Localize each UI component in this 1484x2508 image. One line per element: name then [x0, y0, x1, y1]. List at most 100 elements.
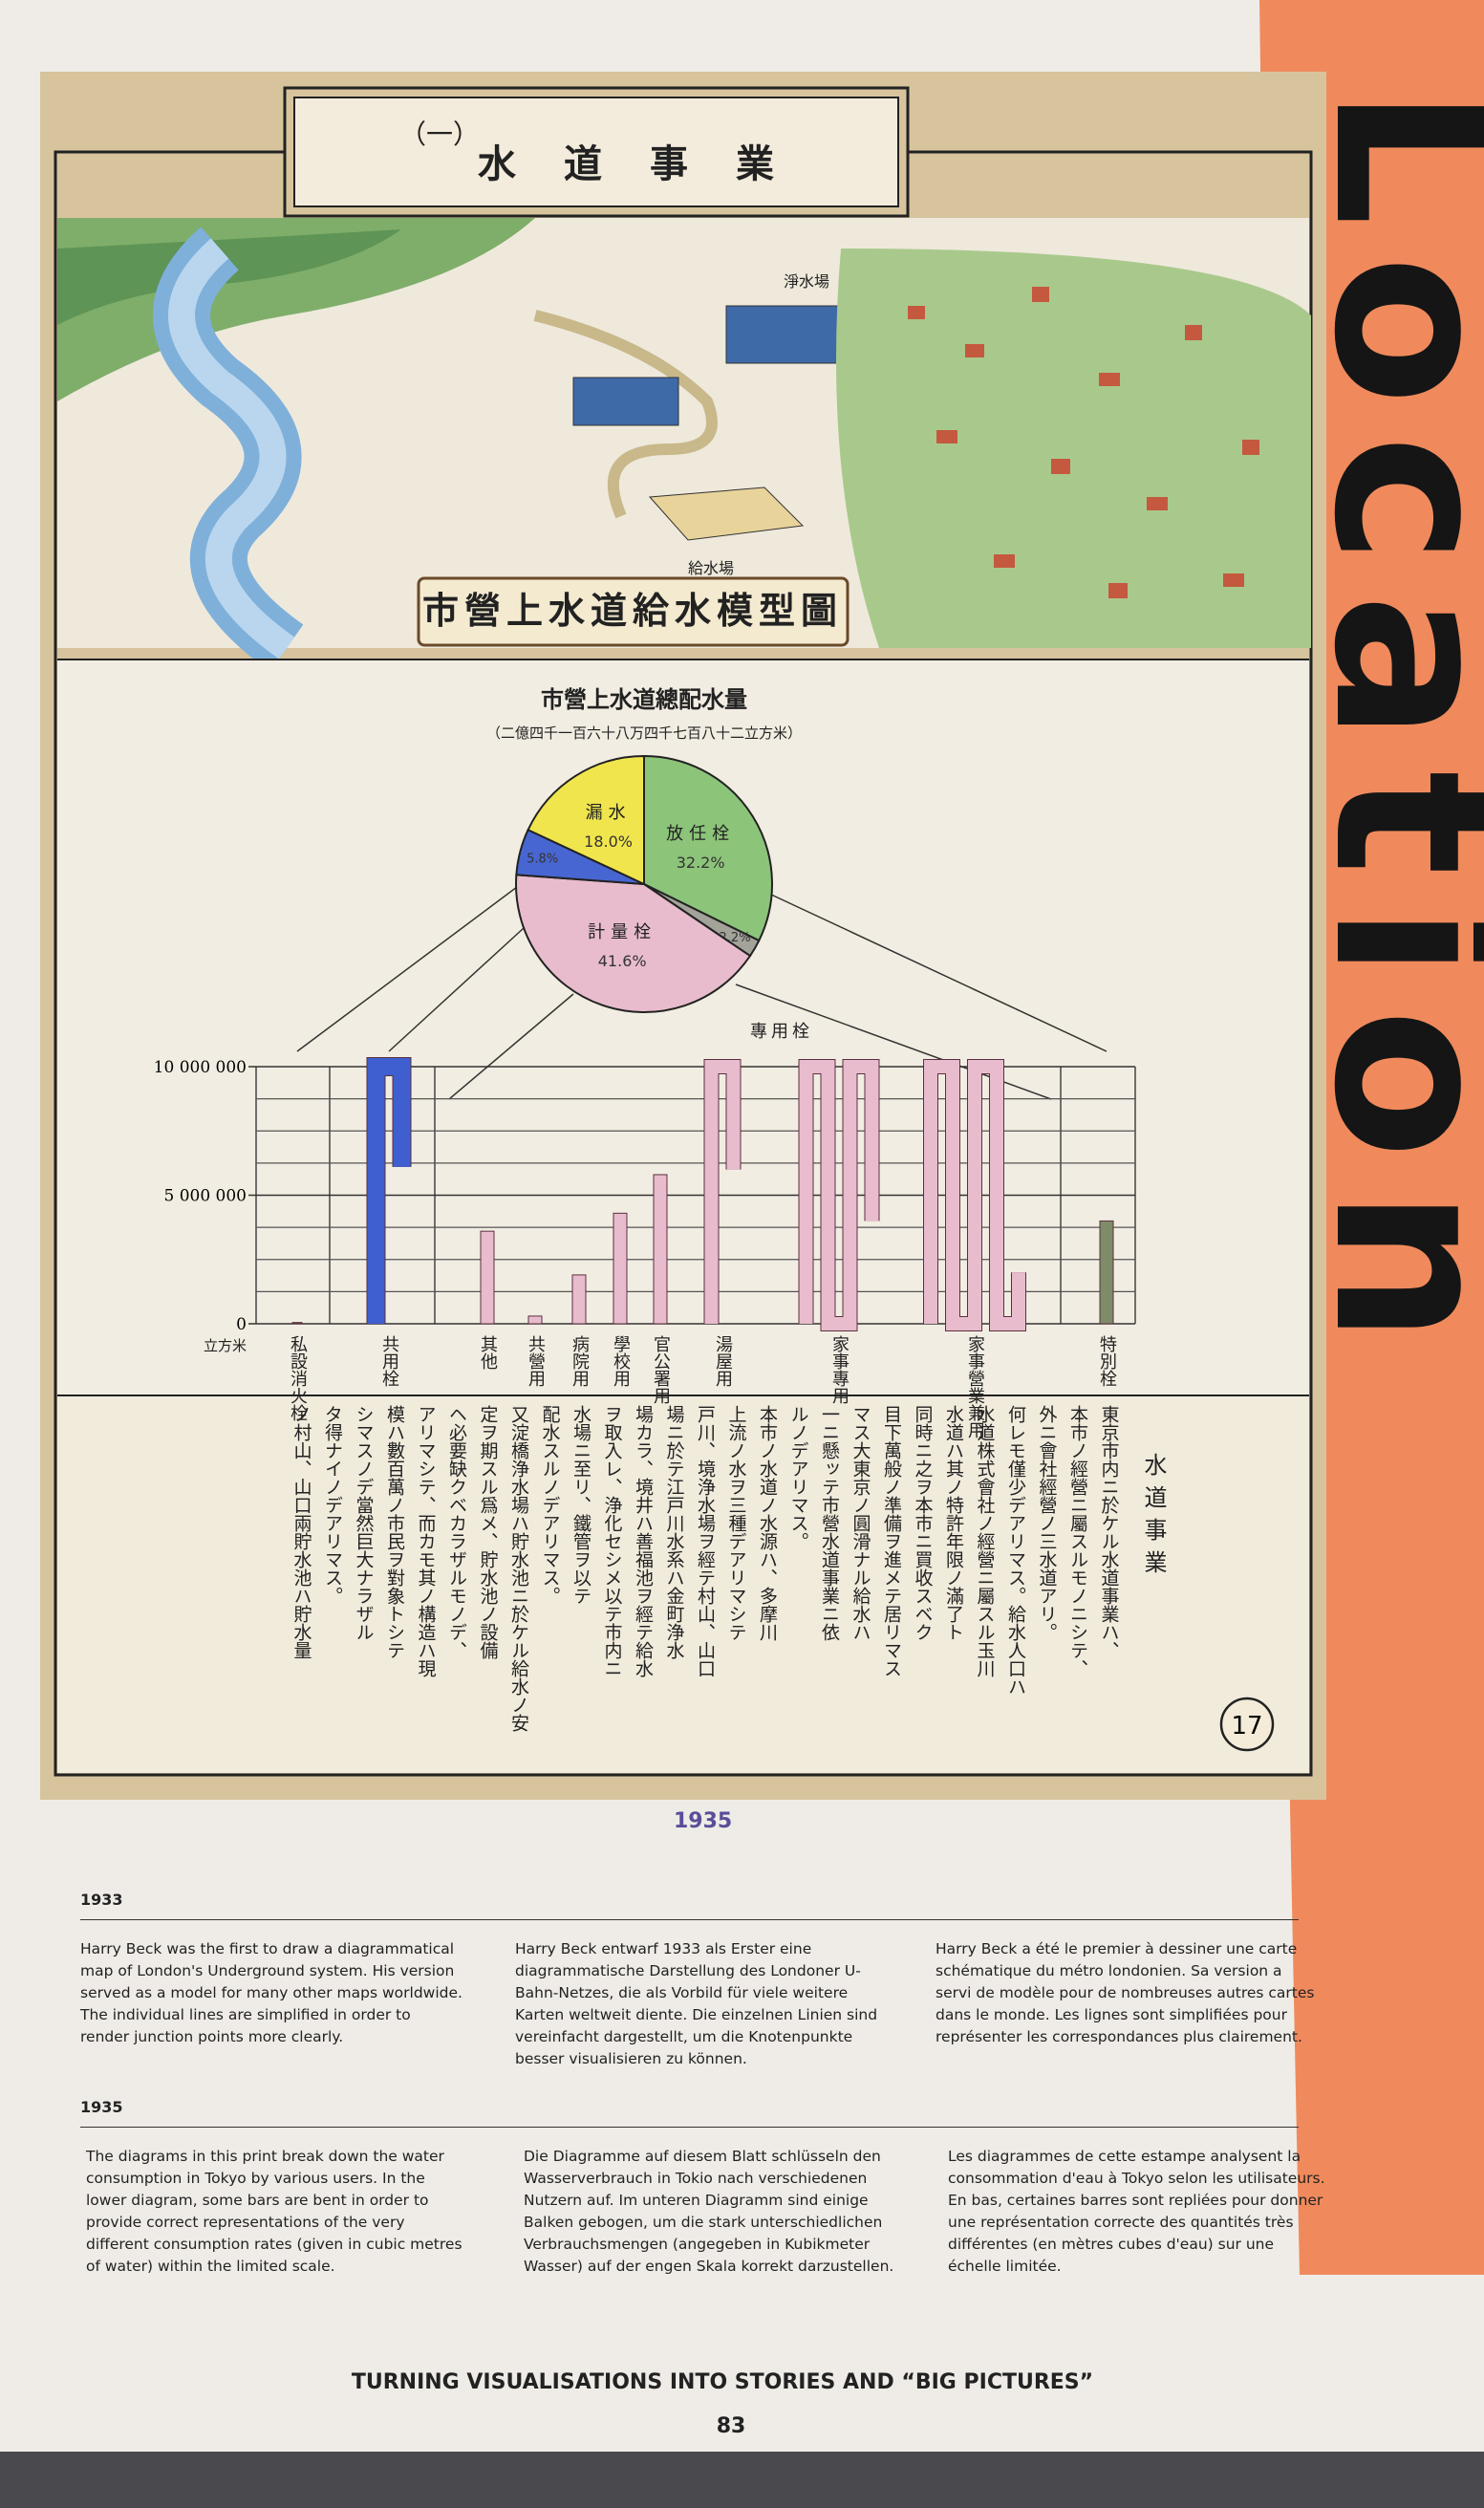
bent-bar — [924, 1060, 1025, 1330]
japanese-text: 水道事業 東京市内ニ於ケル水道事業ハ、 本市ノ經營ニ屬スルモノニシテ、 外ニ會社經營… — [286, 1405, 1169, 1732]
text-column: アリマシテ、而カモ其ノ構造ハ現 — [415, 1405, 437, 1677]
text-column: ルノデアリマス。 — [787, 1405, 809, 1550]
x-category-label: 其他 — [478, 1335, 498, 1370]
map-pipe — [533, 310, 718, 519]
caption-en: The diagrams in this print break down th… — [86, 2148, 462, 2275]
y-tick-label: 10 000 000 — [154, 1058, 247, 1077]
text-column: 又淀橋浄水場ハ貯水池ニ於ケル給水ノ安 — [508, 1405, 529, 1732]
text-column: 一ニ懸ッテ市營水道事業ニ依 — [819, 1405, 840, 1641]
map-label: 給水場 — [688, 559, 734, 577]
pie-subtitle: （二億四千一百六十八万四千七百八十二立方米） — [486, 724, 802, 742]
text-column: 場ニ於テ江戸川水系ハ金町浄水 — [663, 1405, 685, 1659]
y-tick-label: 5 000 000 — [163, 1187, 247, 1206]
bar — [291, 1322, 303, 1325]
text-column: 本市ノ經營ニ屬スルモノニシテ、 — [1067, 1405, 1088, 1677]
bar — [613, 1212, 628, 1325]
pie-slice — [643, 754, 773, 942]
text-column: 同時ニ之ヲ本市ニ買收スベク — [912, 1405, 934, 1641]
slice-value-label: 32.2% — [677, 854, 725, 872]
bar — [480, 1230, 495, 1325]
x-category-label: 家事專用 — [829, 1335, 850, 1404]
footer-title: TURNING VISUALISATIONS INTO STORIES AND … — [351, 2370, 1094, 2394]
bar — [653, 1174, 668, 1325]
text-column: タ得ナイノデアリマス。 — [322, 1405, 343, 1605]
slice-label: 計量栓 — [588, 922, 656, 942]
spine-text: Location — [1285, 86, 1484, 1373]
map-label: 淨水場 — [784, 272, 829, 291]
table-edge — [0, 2452, 1484, 2508]
text-column: 上流ノ水ヲ三種デアリマシテ — [725, 1405, 747, 1641]
pie-slice — [527, 754, 645, 886]
text-column: シマスノデ當然巨大ナラザル — [353, 1405, 375, 1641]
text-column: 目下萬般ノ準備ヲ進メテ居リマス — [881, 1405, 902, 1677]
x-category-label: 共營用 — [526, 1335, 546, 1387]
slice-label: 放任栓 — [666, 824, 735, 844]
caption-fr: Harry Beck a été le premier à dessiner u… — [936, 1940, 1315, 2045]
bent-bar — [799, 1060, 879, 1330]
header-number: （一） — [399, 119, 480, 150]
x-category-label: 學校用 — [611, 1335, 631, 1387]
bar — [1099, 1220, 1114, 1325]
y-unit: 立方米 — [204, 1337, 247, 1354]
map-title: 市營上水道給水模型圖 — [422, 589, 843, 632]
text-column: 場カラ、境井ハ善福池ヲ經テ給水 — [633, 1405, 654, 1677]
caption-de: Harry Beck entwarf 1933 als Erster eine … — [515, 1940, 878, 2067]
x-category-label: 官公署用 — [651, 1335, 671, 1404]
text-column: 模ハ數百萬ノ市民ヲ對象トシテ — [384, 1405, 405, 1659]
y-tick-label: 0 — [236, 1315, 247, 1334]
group-label: 專用栓 — [750, 1022, 813, 1042]
text-title: 水道事業 — [1140, 1453, 1167, 1583]
text-column: 水場ニ至リ、鐵管ヲ以テ — [570, 1405, 591, 1605]
text-column: 水道ハ其ノ特許年限ノ滿了ト — [943, 1405, 964, 1641]
text-column: 何レモ僅少デアリマス。給水人口ハ — [1005, 1405, 1026, 1696]
bent-bar — [367, 1058, 411, 1324]
map-reservoir — [725, 305, 842, 364]
text-column: 水道株式會社ノ經營ニ屬スル玉川 — [974, 1405, 996, 1677]
page-badge-circle — [1219, 1697, 1275, 1752]
text-column: 定ヲ期スル爲メ、貯水池ノ設備 — [477, 1405, 499, 1659]
text-column: マス大東京ノ圓滑ナル給水ハ — [850, 1405, 871, 1641]
x-category-label: 病院用 — [570, 1335, 590, 1387]
x-category-label: 私設消火栓 — [288, 1335, 308, 1421]
text-column: 外ニ會社經營ノ三水道アリ。 — [1036, 1405, 1058, 1641]
slice-value-label: 41.6% — [598, 952, 647, 970]
x-category-label: 特別栓 — [1097, 1335, 1117, 1387]
x-category-label: 家事營業兼用 — [965, 1335, 985, 1438]
map-reservoir — [572, 377, 679, 426]
caption-year: 1935 — [674, 1809, 733, 1833]
text-column: ヘ必要缺クベカラザルモノデ、 — [446, 1405, 467, 1659]
x-category-label: 共用栓 — [379, 1335, 399, 1387]
caption-de: Die Diagramme auf diesem Blatt schlüssel… — [524, 2148, 894, 2275]
text-column: 本市ノ水道ノ水源ハ、多摩川 — [757, 1405, 778, 1641]
caption-fr: Les diagrammes de cette estampe analysen… — [948, 2148, 1325, 2275]
text-panel — [57, 1395, 1309, 1773]
header-title: 水道事業 — [477, 141, 822, 186]
page-badge: 17 — [1231, 1712, 1262, 1740]
map-houses — [908, 287, 1259, 598]
bar — [527, 1315, 543, 1325]
slice-value-label: 18.0% — [584, 832, 633, 851]
text-column: 戸川、境浄水場ヲ經テ村山、山口 — [695, 1405, 716, 1677]
section-heading: 1935 — [80, 2098, 123, 2116]
pie-title: 市營上水道總配水量 — [541, 685, 747, 713]
text-column: 東京市内ニ於ケル水道事業ハ、 — [1098, 1405, 1120, 1659]
footer-page: 83 — [716, 2414, 746, 2438]
slice-label: 漏水 — [586, 803, 632, 823]
x-category-label: 湯屋用 — [713, 1335, 733, 1387]
header-inner — [293, 97, 899, 207]
bar — [571, 1274, 587, 1325]
map-banner — [417, 576, 850, 647]
map-river-light — [168, 238, 295, 659]
rule — [80, 1919, 1299, 1920]
text-column: 配水スルノデアリマス。 — [539, 1405, 561, 1605]
map-town — [836, 249, 1311, 648]
slice-value-label: 5.8% — [527, 852, 558, 866]
caption-en: Harry Beck was the first to draw a diagr… — [80, 1940, 462, 2045]
text-column: ノ村山、山口兩貯水池ハ貯水量 — [290, 1405, 312, 1659]
section-heading: 1933 — [80, 1891, 123, 1909]
bent-bar — [704, 1060, 741, 1324]
rule — [80, 2127, 1299, 2128]
pie-slice — [515, 874, 752, 1013]
